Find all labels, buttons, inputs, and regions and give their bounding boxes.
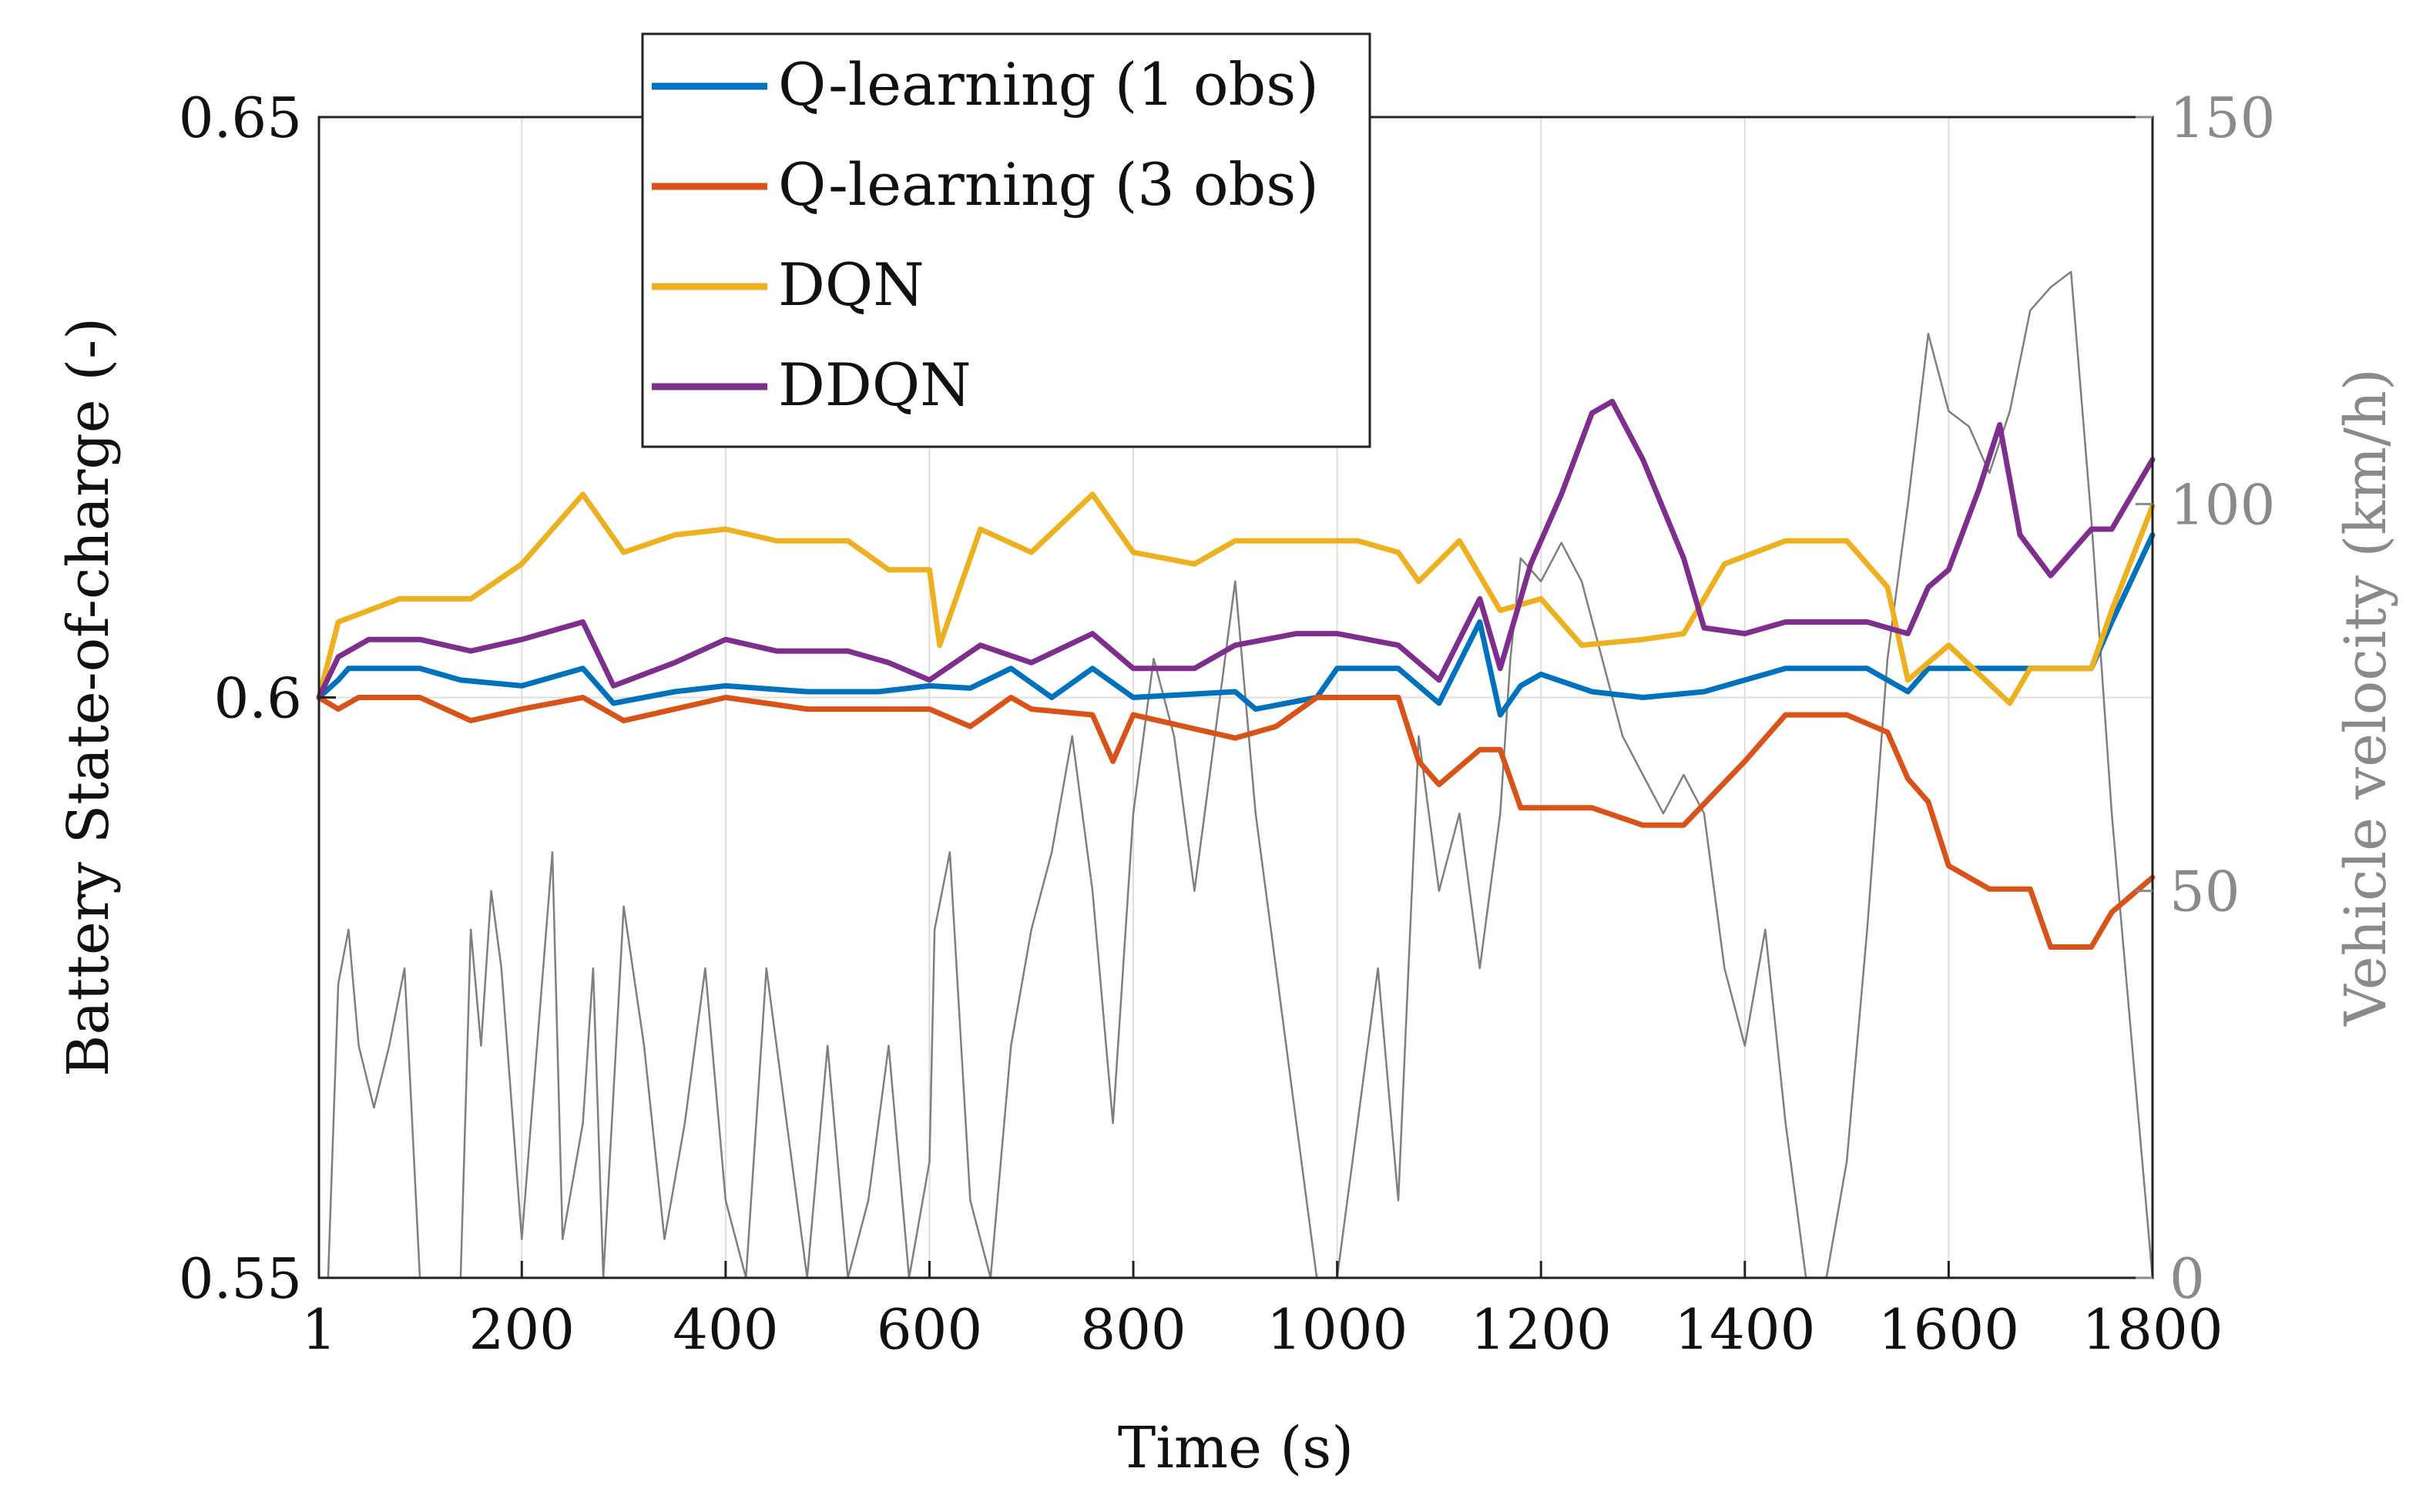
legend-label-ddqn: DDQN [778, 350, 971, 419]
y-tick-label-right: 50 [2169, 860, 2240, 924]
x-tick-label: 1200 [1471, 1297, 1612, 1362]
y-tick-label-left: 0.65 [179, 85, 302, 150]
x-tick-label: 200 [469, 1297, 575, 1362]
y-axis-title-left: Battery State-of-charge (-) [55, 317, 122, 1077]
y-tick-label-right: 150 [2169, 85, 2275, 150]
legend-label-dqn: DQN [778, 250, 924, 319]
x-tick-label: 800 [1080, 1297, 1186, 1362]
y-axis-title-right: Vehicle velocity (km/h) [2333, 368, 2399, 1027]
legend-box [641, 32, 1371, 448]
y-tick-label-right: 0 [2169, 1246, 2205, 1311]
y-tick-label-right: 100 [2169, 472, 2275, 537]
x-tick-label: 400 [673, 1297, 778, 1362]
x-tick-label: 600 [877, 1297, 982, 1362]
y-tick-label-left: 0.6 [213, 666, 302, 731]
x-tick-label: 1400 [1674, 1297, 1815, 1362]
x-tick-label: 1 [301, 1297, 337, 1362]
series-line-q-learning-3-obs [316, 695, 2156, 950]
series-line-ddqn [316, 398, 2156, 700]
x-axis-title: Time (s) [1118, 1415, 1354, 1481]
x-tick-label: 1600 [1878, 1297, 2019, 1362]
x-tick-label: 1800 [2082, 1297, 2223, 1362]
legend: Q-learning (1 obs) Q-learning (3 obs) DQ… [641, 32, 1371, 448]
axes: 1 200 400 600 800 1000 1200 1400 1600 18000.550.6… [179, 85, 2276, 1362]
series-line-dqn [316, 491, 2156, 706]
legend-label-q3: Q-learning (3 obs) [778, 150, 1319, 219]
y-tick-label-left: 0.55 [179, 1246, 302, 1311]
x-tick-label: 1000 [1267, 1297, 1408, 1362]
legend-label-q1: Q-learning (1 obs) [778, 50, 1319, 119]
